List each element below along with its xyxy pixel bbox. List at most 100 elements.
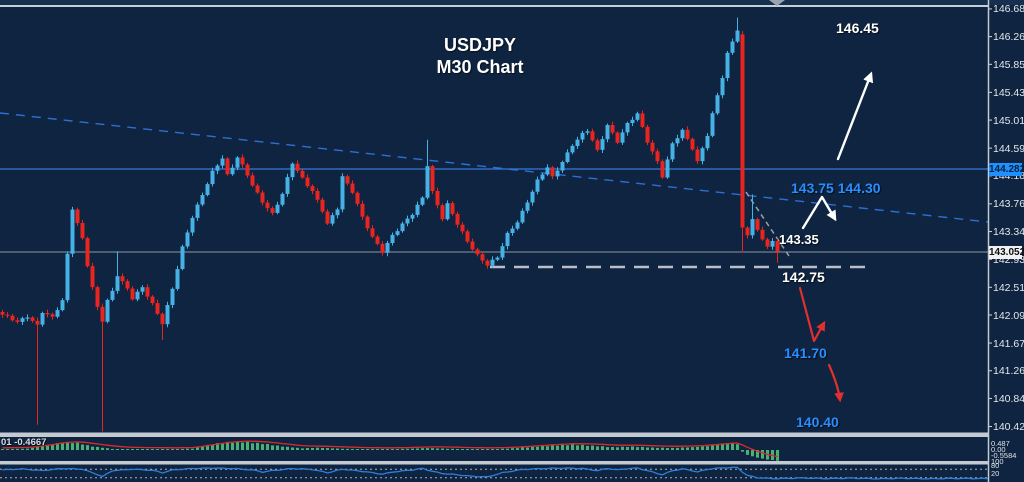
candle (545, 164, 550, 177)
candle (0, 309, 5, 318)
candle (620, 129, 625, 145)
candle (90, 262, 95, 290)
y-axis-tick: 142.095 (993, 309, 1024, 322)
candle (600, 136, 605, 153)
chart-top-border (0, 5, 989, 7)
candle (640, 110, 645, 129)
y-axis-tick: 140.845 (993, 392, 1024, 405)
candle (70, 206, 75, 258)
candle (175, 265, 180, 291)
annotation-support-level[interactable]: 142.75 (782, 269, 825, 285)
candle (705, 133, 710, 151)
candle (420, 196, 425, 207)
descending-trendline[interactable] (0, 112, 989, 223)
candle (155, 299, 160, 316)
candle (45, 309, 50, 318)
breakdown-dashed-segment[interactable] (745, 191, 790, 257)
candle (735, 17, 740, 43)
candle (270, 206, 275, 216)
candle (385, 240, 390, 257)
candle (125, 279, 130, 291)
osma-histogram-layer (1, 440, 779, 461)
candle (15, 317, 20, 324)
candle (455, 211, 460, 228)
candle (570, 144, 575, 155)
panel-separator-2[interactable] (0, 461, 988, 465)
candle (755, 217, 760, 232)
candle (430, 164, 435, 194)
candle (435, 187, 440, 209)
candle (745, 226, 750, 239)
candle (775, 238, 780, 263)
candle (305, 174, 310, 188)
candle (630, 116, 635, 126)
candle (250, 172, 255, 187)
candle (115, 251, 120, 294)
candle (190, 215, 195, 236)
candle (100, 303, 105, 432)
osma-scale-min: -0.5584 (991, 450, 1017, 460)
annotation-pullback-level[interactable]: 143.35 (779, 232, 819, 247)
candle (345, 174, 350, 186)
candle (230, 164, 235, 176)
retest-rejection-arrow[interactable] (801, 195, 837, 230)
candle (550, 166, 555, 180)
candle (50, 312, 55, 320)
candle (105, 298, 110, 324)
stoch-scale-100: 100 (991, 456, 1004, 466)
candle (195, 202, 200, 221)
candle (265, 200, 270, 212)
down-bounce-arrow[interactable] (798, 286, 826, 343)
candle (450, 201, 455, 216)
candle (185, 229, 190, 249)
candle (590, 128, 595, 142)
candle (325, 209, 330, 225)
annotation-lower-target[interactable]: 140.40 (796, 414, 839, 430)
annotation-mid-target[interactable]: 141.70 (784, 345, 827, 361)
candle (315, 188, 320, 203)
candle (555, 167, 560, 180)
candle (765, 237, 770, 249)
candle (170, 287, 175, 309)
stoch-scale-80: 80 (991, 460, 1000, 470)
y-axis-tick: 141.675 (993, 337, 1024, 350)
candle (535, 176, 540, 195)
candle (235, 156, 240, 171)
candle (10, 313, 15, 322)
candle (575, 136, 580, 149)
candle (580, 130, 585, 143)
candle (660, 159, 665, 179)
candle (490, 256, 495, 268)
panel-separator-1[interactable] (0, 432, 988, 438)
candle (245, 162, 250, 178)
window-top-edge (0, 0, 1024, 5)
candle (730, 38, 735, 55)
up-projection-arrow[interactable] (836, 71, 874, 161)
candle (520, 208, 525, 224)
candle (720, 75, 725, 99)
annotation-resistance-zone[interactable]: 143.75 144.30 (791, 180, 881, 196)
y-axis-tick: 143.760 (993, 198, 1024, 211)
candle (360, 200, 365, 220)
y-axis-tick: 141.260 (993, 365, 1024, 378)
down-target-arrow[interactable] (827, 363, 844, 403)
y-axis-tick: 144.595 (993, 142, 1024, 155)
candle (595, 138, 600, 152)
candle (560, 160, 565, 173)
candle (665, 156, 670, 179)
candle (295, 160, 300, 173)
candle (485, 259, 490, 269)
stoch-main-line (2, 466, 988, 480)
candle (530, 189, 535, 206)
candle (30, 316, 35, 323)
candle (240, 154, 245, 168)
candle (750, 194, 755, 239)
annotation-upper-target[interactable]: 146.45 (836, 20, 879, 36)
candle (410, 213, 415, 222)
candle (470, 238, 475, 251)
candle (510, 225, 515, 236)
candle (210, 167, 215, 187)
candle (150, 295, 155, 306)
candle (285, 173, 290, 197)
